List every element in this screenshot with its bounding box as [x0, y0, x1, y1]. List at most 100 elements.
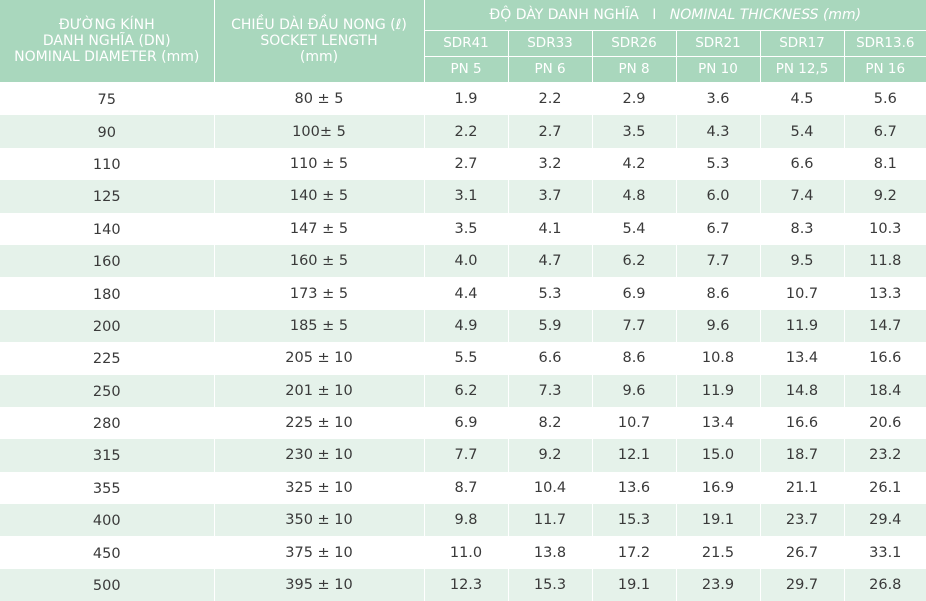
thickness-cell: 3.5 — [592, 115, 676, 147]
nominal-diameter-cell: 250 — [0, 375, 214, 407]
thickness-cell: 16.6 — [760, 407, 844, 439]
thickness-cell: 2.9 — [592, 83, 676, 116]
thickness-cell: 3.2 — [508, 148, 592, 180]
sdr-header-cell: SDR17 — [760, 31, 844, 57]
thickness-cell: 8.6 — [592, 342, 676, 374]
socket-label-line2: SOCKET LENGTH — [215, 33, 424, 49]
socket-length-cell: 205 ± 10 — [214, 342, 424, 374]
thickness-cell: 17.2 — [592, 536, 676, 568]
socket-length-cell: 173 ± 5 — [214, 277, 424, 309]
socket-length-cell: 325 ± 10 — [214, 472, 424, 504]
thickness-cell: 29.7 — [760, 569, 844, 601]
thickness-cell: 16.6 — [844, 342, 926, 374]
sdr-header-cell: SDR13.6 — [844, 31, 926, 57]
thickness-cell: 4.8 — [592, 180, 676, 212]
thickness-cell: 11.9 — [676, 375, 760, 407]
pn-header-cell: PN 6 — [508, 57, 592, 83]
thickness-cell: 5.5 — [424, 342, 508, 374]
socket-label-line1: CHIỀU DÀI ĐẦU NONG (ℓ) — [215, 17, 424, 33]
thickness-cell: 7.7 — [592, 310, 676, 342]
nominal-diameter-cell: 75 — [0, 83, 214, 116]
thickness-cell: 8.6 — [676, 277, 760, 309]
thickness-label-vi: ĐỘ DÀY DANH NGHĨA — [489, 7, 638, 23]
thickness-cell: 5.6 — [844, 83, 926, 116]
thickness-cell: 9.6 — [592, 375, 676, 407]
thickness-cell: 15.0 — [676, 439, 760, 471]
thickness-cell: 12.3 — [424, 569, 508, 601]
thickness-cell: 23.9 — [676, 569, 760, 601]
pn-header-cell: PN 12,5 — [760, 57, 844, 83]
socket-length-cell: 80 ± 5 — [214, 83, 424, 116]
nominal-diameter-cell: 160 — [0, 245, 214, 277]
thickness-cell: 4.4 — [424, 277, 508, 309]
nominal-diameter-cell: 355 — [0, 472, 214, 504]
thickness-cell: 13.4 — [676, 407, 760, 439]
sdr-header-cell: SDR41 — [424, 31, 508, 57]
thickness-cell: 6.7 — [676, 213, 760, 245]
sdr-header-cell: SDR21 — [676, 31, 760, 57]
sdr-header-cell: SDR33 — [508, 31, 592, 57]
pipe-spec-table-container: ĐƯỜNG KÍNH DANH NGHĨA (DN) NOMINAL DIAME… — [0, 0, 926, 569]
nominal-diameter-cell: 400 — [0, 504, 214, 536]
thickness-cell: 6.6 — [508, 342, 592, 374]
thickness-cell: 19.1 — [676, 504, 760, 536]
pn-header-cell: PN 5 — [424, 57, 508, 83]
thickness-cell: 10.3 — [844, 213, 926, 245]
socket-length-cell: 160 ± 5 — [214, 245, 424, 277]
thickness-cell: 26.8 — [844, 569, 926, 601]
nominal-diameter-cell: 315 — [0, 439, 214, 471]
thickness-cell: 8.1 — [844, 148, 926, 180]
socket-length-cell: 350 ± 10 — [214, 504, 424, 536]
socket-length-cell: 225 ± 10 — [214, 407, 424, 439]
thickness-cell: 29.4 — [844, 504, 926, 536]
sdr-header-cell: SDR26 — [592, 31, 676, 57]
thickness-cell: 10.4 — [508, 472, 592, 504]
socket-length-cell: 395 ± 10 — [214, 569, 424, 601]
thickness-cell: 3.1 — [424, 180, 508, 212]
thickness-cell: 8.7 — [424, 472, 508, 504]
header-socket-length: CHIỀU DÀI ĐẦU NONG (ℓ) SOCKET LENGTH (mm… — [214, 0, 424, 83]
thickness-cell: 13.3 — [844, 277, 926, 309]
thickness-separator: I — [652, 7, 656, 23]
thickness-cell: 11.0 — [424, 536, 508, 568]
thickness-cell: 6.9 — [424, 407, 508, 439]
thickness-cell: 5.4 — [592, 213, 676, 245]
socket-length-cell: 375 ± 10 — [214, 536, 424, 568]
table-header: ĐƯỜNG KÍNH DANH NGHĨA (DN) NOMINAL DIAME… — [0, 0, 926, 83]
thickness-cell: 18.4 — [844, 375, 926, 407]
thickness-cell: 15.3 — [508, 569, 592, 601]
nominal-diameter-cell: 200 — [0, 310, 214, 342]
socket-length-cell: 185 ± 5 — [214, 310, 424, 342]
nominal-diameter-cell: 225 — [0, 342, 214, 374]
thickness-cell: 13.4 — [760, 342, 844, 374]
dn-label-line3: NOMINAL DIAMETER (mm) — [0, 49, 214, 65]
nominal-diameter-cell: 125 — [0, 180, 214, 212]
nominal-diameter-cell: 180 — [0, 277, 214, 309]
thickness-cell: 26.1 — [844, 472, 926, 504]
pn-header-cell: PN 8 — [592, 57, 676, 83]
thickness-cell: 2.7 — [508, 115, 592, 147]
socket-length-cell: 201 ± 10 — [214, 375, 424, 407]
socket-length-cell: 110 ± 5 — [214, 148, 424, 180]
nominal-diameter-cell: 90 — [0, 115, 214, 147]
thickness-cell: 10.7 — [592, 407, 676, 439]
thickness-cell: 18.7 — [760, 439, 844, 471]
thickness-label-en: NOMINAL THICKNESS (mm) — [670, 7, 861, 23]
nominal-diameter-cell: 140 — [0, 213, 214, 245]
thickness-cell: 4.7 — [508, 245, 592, 277]
nominal-diameter-cell: 500 — [0, 569, 214, 601]
thickness-cell: 33.1 — [844, 536, 926, 568]
thickness-cell: 9.2 — [508, 439, 592, 471]
thickness-cell: 26.7 — [760, 536, 844, 568]
thickness-cell: 8.2 — [508, 407, 592, 439]
